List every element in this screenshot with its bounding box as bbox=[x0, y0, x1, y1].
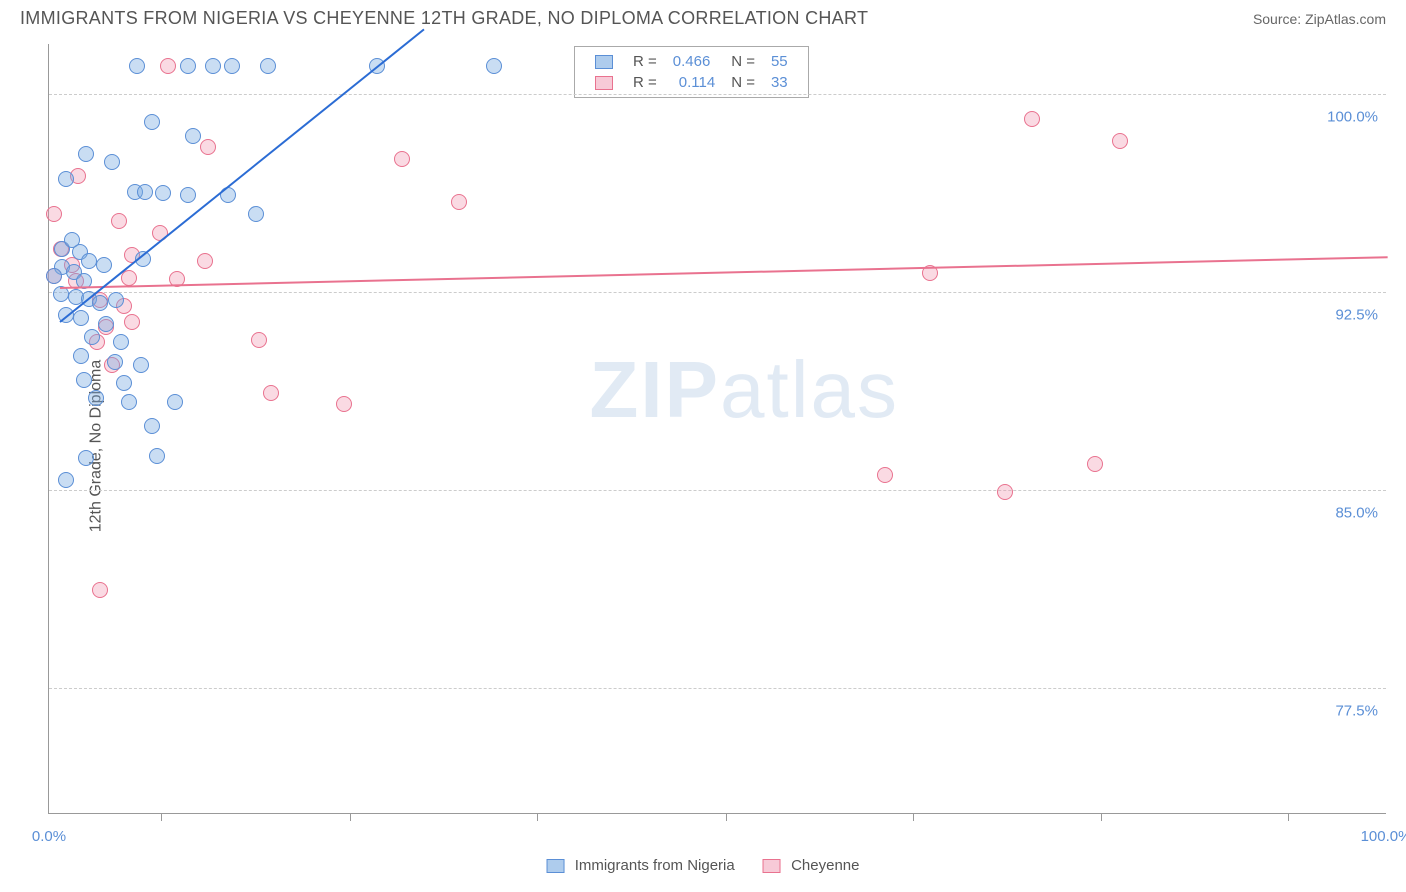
data-point-blue bbox=[73, 310, 89, 326]
swatch-blue-icon bbox=[595, 55, 613, 69]
data-point-blue bbox=[144, 114, 160, 130]
data-point-blue bbox=[96, 257, 112, 273]
data-point-pink bbox=[263, 385, 279, 401]
data-point-pink bbox=[394, 151, 410, 167]
data-point-blue bbox=[88, 390, 104, 406]
trendline-pink bbox=[60, 256, 1387, 289]
x-tick bbox=[913, 813, 914, 821]
data-point-pink bbox=[46, 206, 62, 222]
data-point-pink bbox=[160, 58, 176, 74]
data-point-blue bbox=[260, 58, 276, 74]
data-point-blue bbox=[113, 334, 129, 350]
data-point-blue bbox=[84, 329, 100, 345]
data-point-blue bbox=[58, 472, 74, 488]
data-point-blue bbox=[58, 171, 74, 187]
data-point-pink bbox=[197, 253, 213, 269]
data-point-blue bbox=[185, 128, 201, 144]
gridline bbox=[49, 490, 1386, 491]
data-point-pink bbox=[1024, 111, 1040, 127]
swatch-blue-icon bbox=[547, 859, 565, 873]
chart-plot-area: ZIPatlas R = 0.466 N = 55 R = 0.114 N = … bbox=[48, 44, 1386, 814]
data-point-pink bbox=[121, 270, 137, 286]
source-attribution: Source: ZipAtlas.com bbox=[1253, 11, 1386, 27]
x-min-label: 0.0% bbox=[32, 828, 66, 845]
series-legend: Immigrants from Nigeria Cheyenne bbox=[547, 857, 860, 874]
gridline bbox=[49, 292, 1386, 293]
data-point-blue bbox=[81, 253, 97, 269]
legend-row-series-a: R = 0.466 N = 55 bbox=[587, 51, 796, 72]
data-point-blue bbox=[486, 58, 502, 74]
data-point-blue bbox=[108, 292, 124, 308]
data-point-blue bbox=[248, 206, 264, 222]
data-point-blue bbox=[107, 354, 123, 370]
data-point-blue bbox=[180, 187, 196, 203]
data-point-pink bbox=[124, 314, 140, 330]
watermark-logo: ZIPatlas bbox=[590, 344, 899, 436]
data-point-blue bbox=[104, 154, 120, 170]
data-point-pink bbox=[92, 582, 108, 598]
x-tick bbox=[161, 813, 162, 821]
correlation-legend: R = 0.466 N = 55 R = 0.114 N = 33 bbox=[574, 46, 809, 98]
x-tick bbox=[350, 813, 351, 821]
x-tick bbox=[1288, 813, 1289, 821]
y-tick-label: 100.0% bbox=[1327, 109, 1378, 126]
data-point-blue bbox=[180, 58, 196, 74]
data-point-blue bbox=[155, 185, 171, 201]
data-point-pink bbox=[451, 194, 467, 210]
y-tick-label: 77.5% bbox=[1335, 703, 1378, 720]
data-point-blue bbox=[116, 375, 132, 391]
x-max-label: 100.0% bbox=[1361, 828, 1406, 845]
data-point-pink bbox=[1112, 133, 1128, 149]
x-tick bbox=[537, 813, 538, 821]
data-point-blue bbox=[144, 418, 160, 434]
data-point-blue bbox=[224, 58, 240, 74]
data-point-blue bbox=[137, 184, 153, 200]
data-point-pink bbox=[251, 332, 267, 348]
data-point-blue bbox=[129, 58, 145, 74]
data-point-pink bbox=[877, 467, 893, 483]
data-point-blue bbox=[167, 394, 183, 410]
chart-title: IMMIGRANTS FROM NIGERIA VS CHEYENNE 12TH… bbox=[20, 8, 868, 29]
data-point-blue bbox=[205, 58, 221, 74]
data-point-blue bbox=[78, 146, 94, 162]
data-point-pink bbox=[111, 213, 127, 229]
swatch-pink-icon bbox=[595, 76, 613, 90]
data-point-blue bbox=[133, 357, 149, 373]
data-point-blue bbox=[76, 372, 92, 388]
data-point-blue bbox=[149, 448, 165, 464]
gridline bbox=[49, 688, 1386, 689]
data-point-blue bbox=[98, 316, 114, 332]
x-tick bbox=[1101, 813, 1102, 821]
data-point-pink bbox=[1087, 456, 1103, 472]
legend-label-b: Cheyenne bbox=[791, 857, 859, 874]
swatch-pink-icon bbox=[763, 859, 781, 873]
gridline bbox=[49, 94, 1386, 95]
data-point-pink bbox=[336, 396, 352, 412]
x-tick bbox=[726, 813, 727, 821]
data-point-pink bbox=[997, 484, 1013, 500]
data-point-blue bbox=[73, 348, 89, 364]
legend-label-a: Immigrants from Nigeria bbox=[575, 857, 735, 874]
data-point-blue bbox=[78, 450, 94, 466]
legend-row-series-b: R = 0.114 N = 33 bbox=[587, 72, 796, 93]
data-point-blue bbox=[46, 268, 62, 284]
data-point-pink bbox=[200, 139, 216, 155]
data-point-blue bbox=[121, 394, 137, 410]
data-point-blue bbox=[92, 295, 108, 311]
y-tick-label: 85.0% bbox=[1335, 505, 1378, 522]
y-tick-label: 92.5% bbox=[1335, 306, 1378, 323]
